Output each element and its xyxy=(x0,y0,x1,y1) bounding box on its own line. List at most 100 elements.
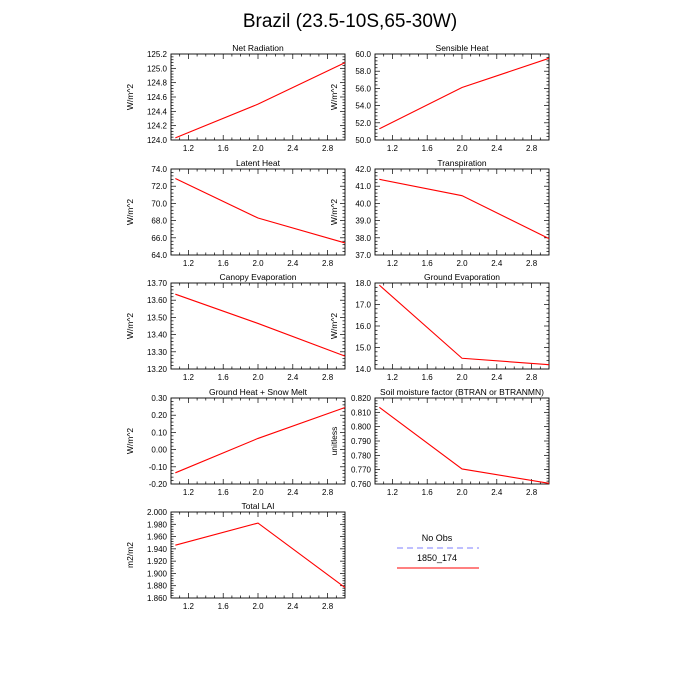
x-tick-label: 2.4 xyxy=(491,259,503,268)
x-tick-label: 2.0 xyxy=(456,488,468,497)
y-tick-label: 40.0 xyxy=(355,199,371,208)
panel-soil-moisture-factor-btran-or-btranmn: Soil moisture factor (BTRAN or BTRANMN) 1… xyxy=(329,387,550,497)
y-tick-label: 38.0 xyxy=(355,234,371,243)
panel-canopy-evaporation: Canopy Evaporation 1.2 1.6 2.0 2.4 2.8 13.20 13… xyxy=(125,272,346,382)
x-tick-label: 2.8 xyxy=(322,259,334,268)
y-tick-label: 68.0 xyxy=(151,217,167,226)
x-tick-label: 1.2 xyxy=(183,144,195,153)
panel-net-radiation: Net Radiation 1.2 1.6 2.0 2.4 2.8 124.0 124.2 12… xyxy=(125,43,346,153)
x-tick-label: 1.2 xyxy=(387,488,399,497)
y-tick-label: 50.0 xyxy=(355,136,371,145)
legend-label-1850-174: 1850_174 xyxy=(417,553,457,563)
y-tick-label: 124.0 xyxy=(147,136,168,145)
y-axis-label: unitless xyxy=(329,427,339,456)
y-tick-label: 124.2 xyxy=(147,122,168,131)
x-tick-label: 2.0 xyxy=(252,602,264,611)
y-axis-label: W/m^2 xyxy=(125,428,135,454)
y-tick-label: 54.0 xyxy=(355,102,371,111)
y-tick-label: 14.0 xyxy=(355,365,371,374)
plot-frame xyxy=(170,168,346,256)
plot-frame xyxy=(170,397,346,485)
plot-frame xyxy=(374,282,550,370)
y-tick-label: -0.20 xyxy=(149,480,168,489)
y-tick-label: 2.000 xyxy=(147,508,168,517)
series-line-1850-174 xyxy=(379,178,550,240)
y-tick-label: 125.2 xyxy=(147,50,168,59)
plot-frame xyxy=(374,397,550,485)
panels-container: Net Radiation 1.2 1.6 2.0 2.4 2.8 124.0 124.2 12… xyxy=(125,43,550,611)
y-axis-label: W/m^2 xyxy=(329,84,339,110)
x-tick-label: 1.2 xyxy=(387,144,399,153)
y-tick-label: 72.0 xyxy=(151,182,167,191)
y-tick-label: 124.6 xyxy=(147,93,168,102)
x-tick-label: 2.4 xyxy=(287,259,299,268)
y-tick-label: 0.10 xyxy=(151,428,167,437)
y-tick-label: 0.00 xyxy=(151,446,167,455)
x-tick-label: 2.0 xyxy=(456,259,468,268)
series-line-1850-174 xyxy=(379,57,550,130)
y-tick-label: 56.0 xyxy=(355,84,371,93)
x-tick-label: 1.6 xyxy=(218,259,230,268)
x-tick-label: 1.2 xyxy=(387,373,399,382)
panel-title-canopy-evaporation: Canopy Evaporation xyxy=(219,272,296,282)
y-tick-label: -0.10 xyxy=(149,463,168,472)
series-line-1850-174 xyxy=(175,293,346,357)
plot-frame xyxy=(170,511,346,599)
y-tick-label: 13.70 xyxy=(147,279,168,288)
panel-title-ground-heat-snow-melt: Ground Heat + Snow Melt xyxy=(209,387,308,397)
x-tick-label: 1.6 xyxy=(422,373,434,382)
y-tick-label: 0.30 xyxy=(151,394,167,403)
y-tick-label: 42.0 xyxy=(355,165,371,174)
y-axis-label: W/m^2 xyxy=(329,313,339,339)
x-tick-label: 2.0 xyxy=(456,144,468,153)
x-tick-label: 1.2 xyxy=(387,259,399,268)
y-tick-label: 1.940 xyxy=(147,545,168,554)
x-tick-label: 1.6 xyxy=(422,488,434,497)
y-tick-label: 1.860 xyxy=(147,594,168,603)
y-tick-label: 13.40 xyxy=(147,331,168,340)
y-tick-label: 17.0 xyxy=(355,301,371,310)
legend: No Obs 1850_174 xyxy=(397,533,479,569)
x-tick-label: 1.6 xyxy=(422,144,434,153)
x-tick-label: 2.8 xyxy=(322,373,334,382)
panel-ground-evaporation: Ground Evaporation 1.2 1.6 2.0 2.4 2.8 14.0 15.… xyxy=(329,272,550,382)
panel-sensible-heat: Sensible Heat 1.2 1.6 2.0 2.4 2.8 50.0 52.0 54.0… xyxy=(329,43,550,153)
series-line-1850-174 xyxy=(175,177,346,244)
y-tick-label: 0.20 xyxy=(151,411,167,420)
page-title: Brazil (23.5-10S,65-30W) xyxy=(243,11,457,32)
y-tick-label: 125.0 xyxy=(147,64,168,73)
y-tick-label: 13.50 xyxy=(147,313,168,322)
y-tick-label: 70.0 xyxy=(151,199,167,208)
y-tick-label: 15.0 xyxy=(355,344,371,353)
series-line-1850-174 xyxy=(379,406,550,484)
y-tick-label: 124.4 xyxy=(147,107,168,116)
panel-total-lai: Total LAI 1.2 1.6 2.0 2.4 2.8 1.860 1.880 1.900 1… xyxy=(125,501,346,611)
legend-label-no-obs: No Obs xyxy=(422,533,453,543)
plot-frame xyxy=(170,282,346,370)
series-line-1850-174 xyxy=(175,522,346,589)
y-tick-label: 60.0 xyxy=(355,50,371,59)
y-tick-label: 1.980 xyxy=(147,520,168,529)
y-tick-label: 13.30 xyxy=(147,348,168,357)
x-tick-label: 2.0 xyxy=(252,144,264,153)
panel-title-transpiration: Transpiration xyxy=(437,158,487,168)
y-tick-label: 0.760 xyxy=(351,480,372,489)
y-axis-label: m2/m2 xyxy=(125,542,135,568)
x-tick-label: 1.2 xyxy=(183,602,195,611)
panel-latent-heat: Latent Heat 1.2 1.6 2.0 2.4 2.8 64.0 66.0 68.0 70… xyxy=(125,158,346,268)
x-tick-label: 2.0 xyxy=(456,373,468,382)
x-tick-label: 2.4 xyxy=(287,488,299,497)
x-tick-label: 2.8 xyxy=(322,488,334,497)
x-tick-label: 2.4 xyxy=(491,144,503,153)
x-tick-label: 1.2 xyxy=(183,488,195,497)
y-tick-label: 0.770 xyxy=(351,466,372,475)
x-tick-label: 2.8 xyxy=(322,144,334,153)
y-axis-label: W/m^2 xyxy=(125,84,135,110)
x-tick-label: 2.8 xyxy=(526,144,538,153)
series-line-1850-174 xyxy=(378,284,550,366)
plot-frame xyxy=(374,168,550,256)
y-tick-label: 39.0 xyxy=(355,217,371,226)
x-tick-label: 2.4 xyxy=(491,488,503,497)
y-tick-label: 18.0 xyxy=(355,279,371,288)
